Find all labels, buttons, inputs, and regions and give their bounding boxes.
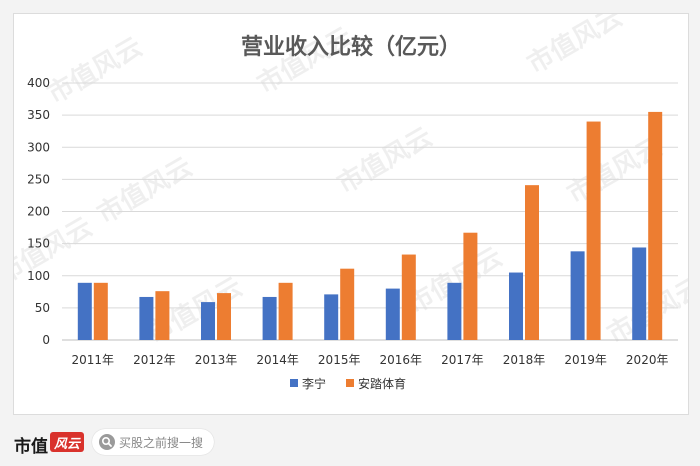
watermark-text: 市值风云 [252, 21, 358, 100]
bar-lining [632, 247, 647, 340]
bars [77, 111, 663, 340]
legend-swatch [290, 379, 298, 387]
bar-anta [278, 282, 293, 340]
x-tick-label: 2018年 [503, 353, 546, 367]
x-tick-label: 2017年 [441, 353, 484, 367]
y-tick-label: 300 [27, 140, 50, 154]
x-tick-label: 2012年 [133, 353, 176, 367]
x-tick-label: 2019年 [564, 353, 607, 367]
bar-lining [77, 282, 92, 340]
brand-name: 市值 [14, 437, 48, 457]
legend: 李宁 安踏体育 [290, 376, 406, 391]
y-tick-label: 100 [27, 269, 50, 283]
x-tick-label: 2020年 [626, 353, 669, 367]
revenue-bar-chart: 市值风云市值风云市值风云市值风云市值风云市值风云市值风云市值风云市值风云市值风云… [14, 14, 688, 391]
x-tick-label: 2011年 [72, 353, 115, 367]
x-tick-label: 2016年 [380, 353, 423, 367]
bar-lining [139, 296, 154, 340]
watermark-text: 市值风云 [522, 14, 628, 80]
y-tick-label: 50 [35, 301, 50, 315]
x-axis: 2011年 2012年 2013年 2014年 2015年 2016年 2017年 2018年… [72, 353, 669, 367]
search-icon [99, 434, 115, 450]
x-tick-label: 2015年 [318, 353, 361, 367]
y-tick-label: 150 [27, 237, 50, 251]
bar-anta [155, 291, 170, 340]
y-tick-label: 400 [27, 76, 50, 90]
y-tick-label: 200 [27, 205, 50, 219]
y-tick-label: 0 [42, 333, 50, 347]
legend-label: 安踏体育 [358, 376, 406, 391]
y-tick-label: 350 [27, 108, 50, 122]
bar-lining [509, 272, 523, 340]
gridlines [62, 82, 678, 341]
chart-title: 营业收入比较（亿元） [241, 34, 461, 60]
y-axis: 0 50 100 150 200 250 300 350 400 [27, 76, 50, 347]
legend-label: 李宁 [302, 376, 326, 391]
bar-anta [401, 254, 416, 340]
y-tick-label: 250 [27, 172, 50, 186]
bar-anta [93, 282, 108, 340]
bar-lining [324, 294, 339, 340]
legend-swatch [346, 379, 354, 387]
bar-anta [340, 268, 355, 340]
bar-lining [262, 296, 277, 340]
watermark-text: 市值风云 [332, 121, 438, 200]
search-prompt: 买股之前搜一搜 [119, 435, 204, 450]
x-tick-label: 2014年 [256, 353, 299, 367]
bar-anta [217, 293, 231, 340]
bar-anta [648, 111, 663, 340]
bar-lining [570, 251, 585, 340]
bar-lining [201, 302, 215, 340]
brand-logo: 风云 [50, 432, 84, 452]
search-box[interactable]: 买股之前搜一搜 [92, 429, 214, 455]
x-tick-label: 2013年 [195, 353, 238, 367]
watermark-text: 市值风云 [42, 31, 148, 110]
bar-lining [385, 288, 400, 340]
chart-card: 市值风云市值风云市值风云市值风云市值风云市值风云市值风云市值风云市值风云市值风云… [13, 13, 689, 415]
bar-anta [525, 185, 539, 340]
bar-anta [586, 121, 601, 340]
footer: 市值 风云 买股之前搜一搜 [0, 424, 700, 460]
watermark-text: 市值风云 [92, 151, 198, 230]
bar-lining [447, 282, 462, 340]
bar-anta [463, 232, 478, 340]
